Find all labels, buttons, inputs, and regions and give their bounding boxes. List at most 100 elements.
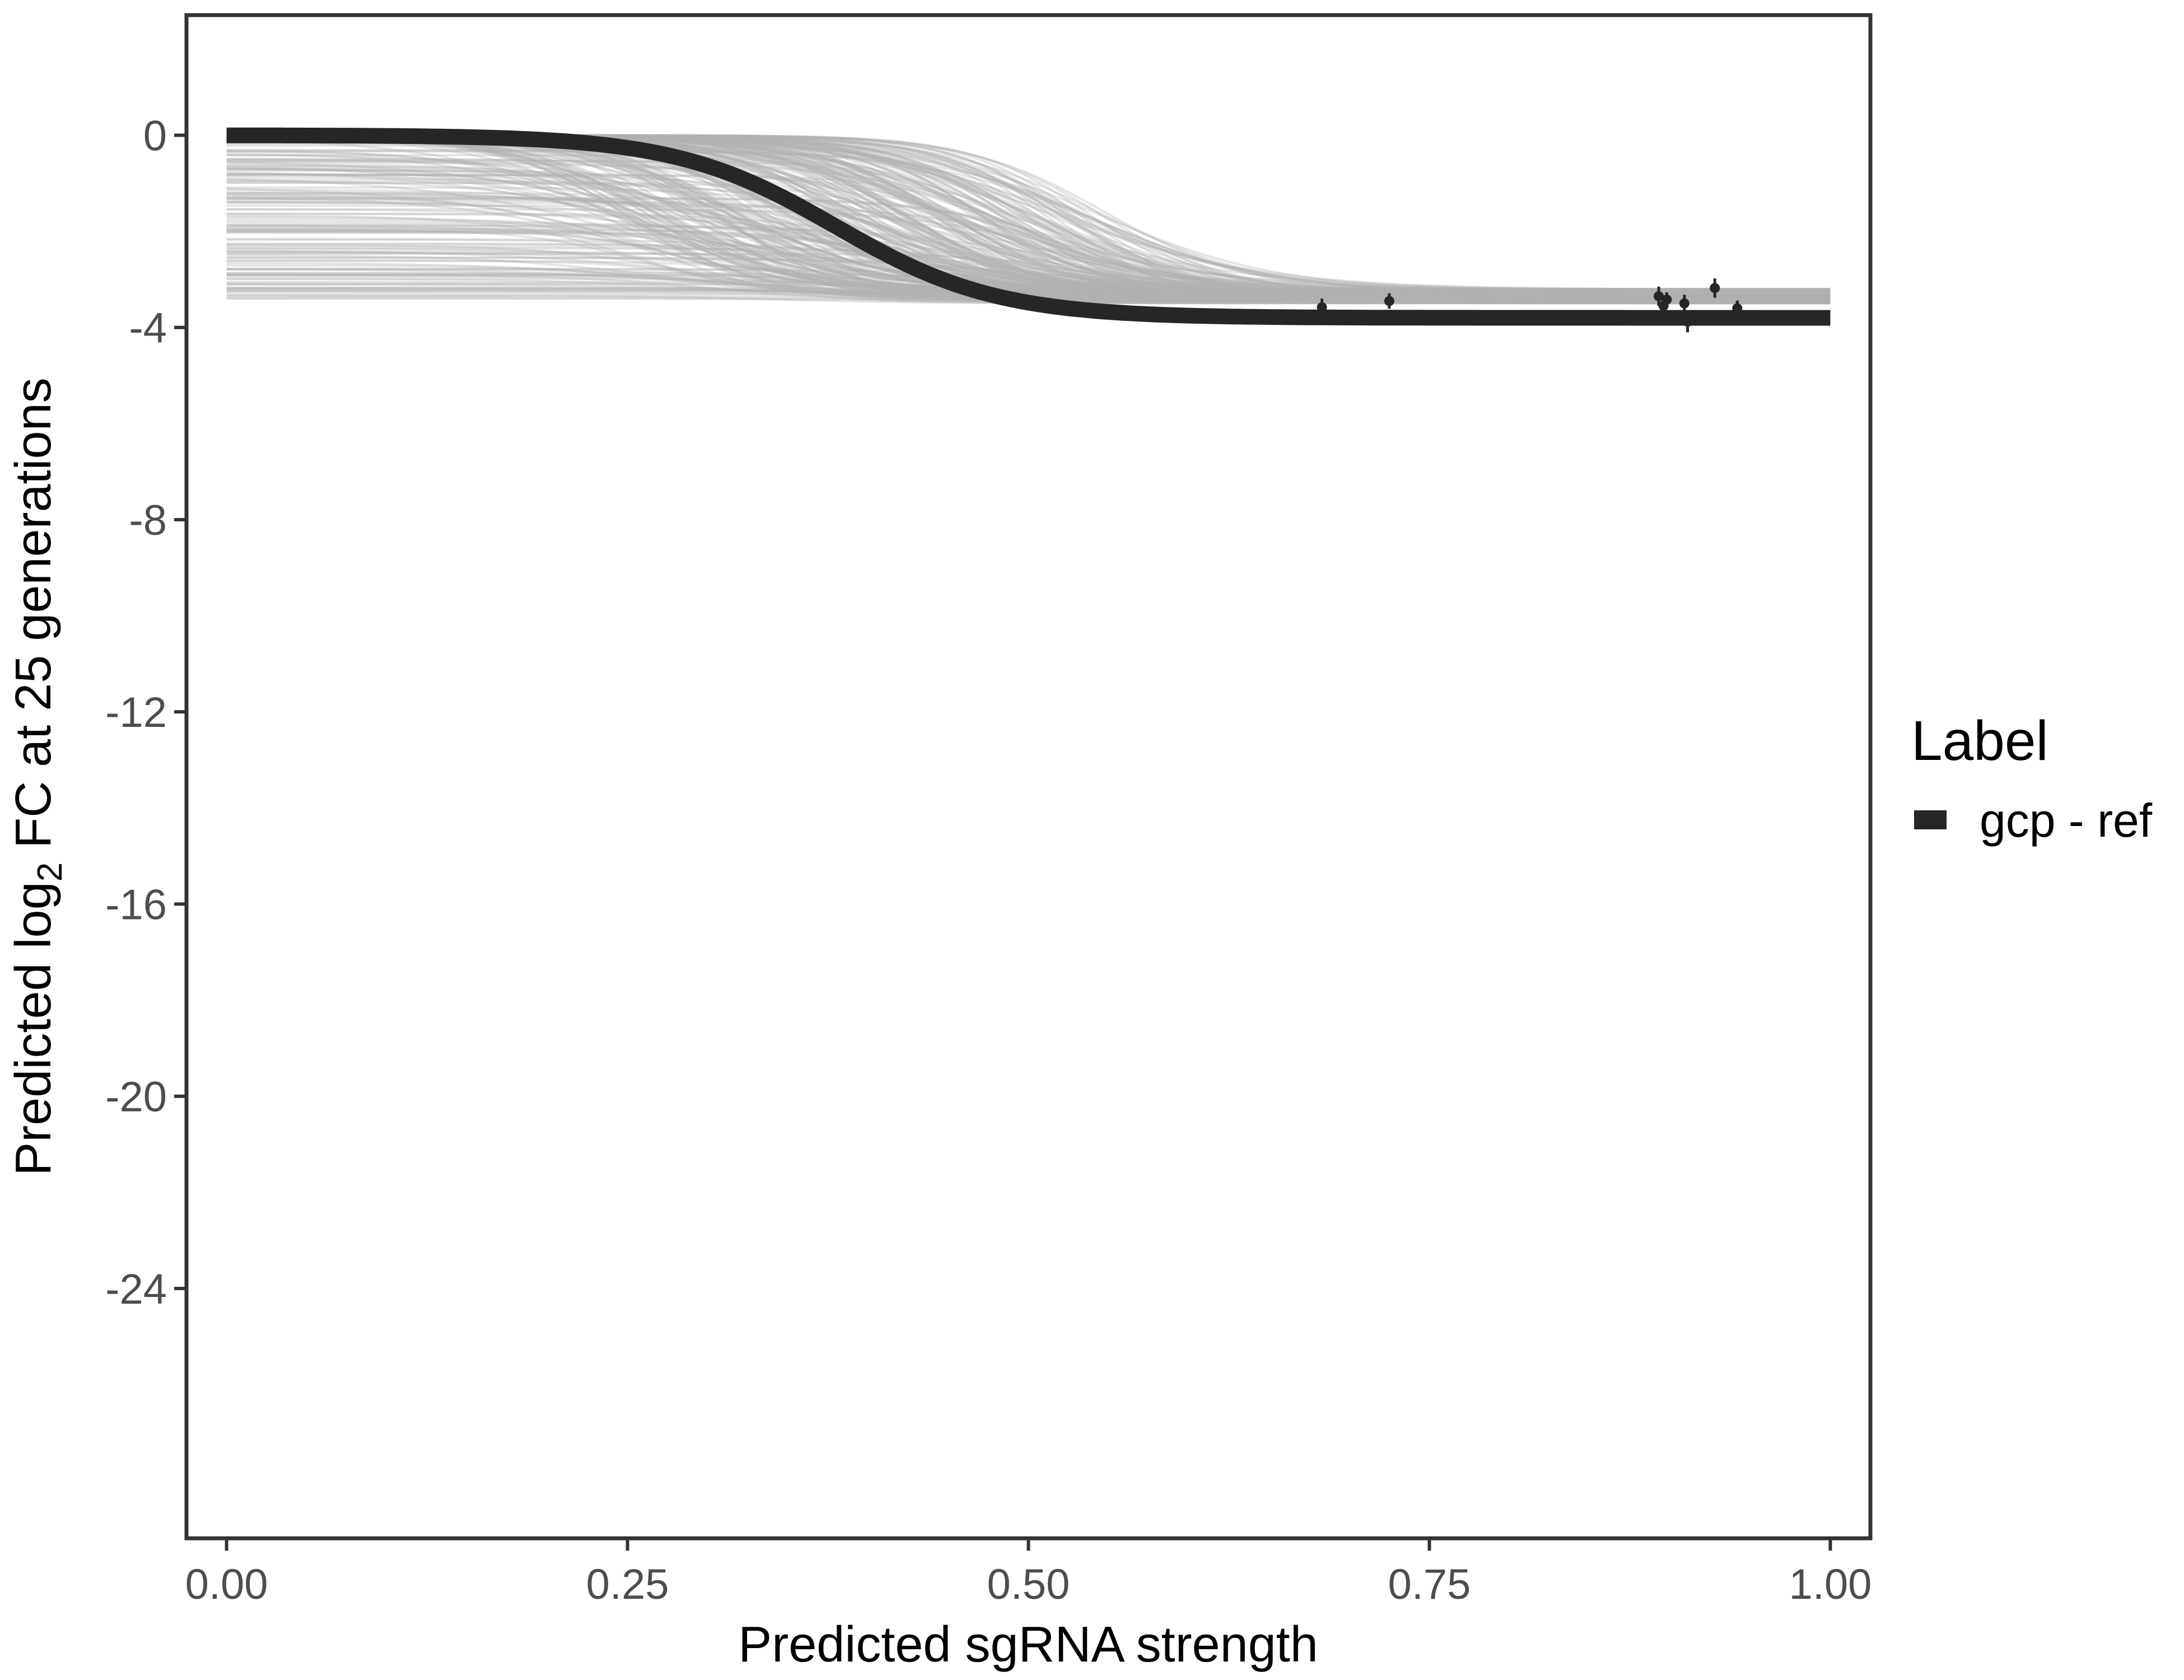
posterior-draw-line — [226, 161, 1831, 292]
posterior-draw-line — [226, 135, 1831, 295]
posterior-draw-line — [226, 277, 1831, 298]
data-point — [1682, 316, 1693, 327]
posterior-draw-line — [226, 286, 1831, 297]
posterior-draw-line — [226, 267, 1831, 292]
posterior-draw-line — [226, 231, 1831, 295]
data-point — [1653, 291, 1664, 301]
posterior-draw-line — [226, 208, 1831, 293]
posterior-draw-line — [226, 223, 1831, 305]
posterior-draw-line — [226, 135, 1831, 302]
posterior-draw-line — [226, 249, 1831, 296]
data-point — [1732, 303, 1743, 314]
posterior-draw-line — [226, 268, 1831, 294]
posterior-draw-line — [226, 281, 1831, 302]
posterior-draw-line — [226, 290, 1831, 295]
posterior-draw-line — [226, 135, 1831, 302]
posterior-draw-line — [226, 135, 1831, 295]
posterior-draw-line — [226, 150, 1831, 301]
y-tick-label: -24 — [105, 1266, 167, 1313]
posterior-draw-line — [226, 173, 1831, 298]
posterior-draw-line — [226, 167, 1831, 298]
posterior-draw-line — [226, 231, 1831, 296]
legend-title: Label — [1911, 710, 2048, 772]
posterior-draw-line — [226, 174, 1831, 295]
posterior-draw-line — [226, 256, 1831, 305]
y-axis-title: Predicted log2 FC at 25 generations — [6, 377, 69, 1175]
posterior-draw-line — [226, 157, 1831, 296]
posterior-draw-line — [226, 193, 1831, 298]
posterior-draw-line — [226, 229, 1831, 297]
posterior-draw-line — [226, 224, 1831, 298]
posterior-draw-line — [226, 150, 1831, 295]
posterior-draw-line — [226, 200, 1831, 294]
posterior-draw-line — [226, 197, 1831, 302]
posterior-draw-line — [226, 167, 1831, 295]
posterior-draw-line — [226, 134, 1831, 297]
posterior-draw-line — [226, 283, 1831, 292]
posterior-draw-line — [226, 282, 1831, 304]
posterior-draw-line — [226, 188, 1831, 294]
posterior-draw-line — [226, 137, 1831, 295]
y-axis: 0 -4 -8 -12 -16 -20 -24 — [105, 113, 185, 1313]
posterior-draw-line — [226, 194, 1831, 292]
posterior-draw-line — [226, 163, 1831, 293]
posterior-draw-line — [226, 188, 1831, 291]
posterior-draw-line — [226, 250, 1831, 296]
posterior-draw-line — [226, 181, 1831, 293]
y-tick-label: -12 — [105, 689, 167, 736]
posterior-draw-line — [226, 192, 1831, 300]
posterior-draw-line — [226, 160, 1831, 293]
posterior-draw-line — [226, 154, 1831, 292]
posterior-draw-line — [226, 181, 1831, 300]
y-tick-label: -16 — [105, 881, 167, 928]
posterior-draw-line — [226, 208, 1831, 297]
x-tick-label: 0.25 — [586, 1561, 669, 1608]
posterior-draw-line — [226, 250, 1831, 302]
y-tick-label: -8 — [129, 497, 167, 544]
posterior-draw-line — [226, 158, 1831, 300]
posterior-draw-line — [226, 135, 1831, 293]
posterior-draw-line — [226, 158, 1831, 296]
posterior-draw-line — [226, 245, 1831, 292]
posterior-draw-line — [226, 154, 1831, 294]
posterior-draw-line — [226, 213, 1831, 300]
posterior-draw-line — [226, 192, 1831, 298]
posterior-draw-line — [226, 273, 1831, 300]
posterior-draw-line — [226, 169, 1831, 303]
posterior-draw-line — [226, 275, 1831, 295]
posterior-draw-line — [226, 221, 1831, 293]
posterior-draw-line — [226, 227, 1831, 301]
x-axis: 0.00 0.25 0.50 0.75 1.00 — [185, 1540, 1872, 1608]
posterior-draw-line — [226, 218, 1831, 293]
posterior-draw-line — [226, 186, 1831, 293]
posterior-draw-line — [226, 161, 1831, 293]
y-tick-label: -20 — [105, 1074, 167, 1121]
posterior-draw-line — [226, 237, 1831, 291]
posterior-draw-line — [226, 274, 1831, 292]
posterior-draw-line — [226, 202, 1831, 301]
plot-panel-border — [184, 13, 1873, 1541]
posterior-draw-line — [226, 171, 1831, 291]
legend-label-gcp-ref: gcp - ref — [1980, 794, 2153, 847]
posterior-draw-line — [226, 201, 1831, 291]
legend: Label gcp - ref — [1911, 710, 2153, 847]
y-tick-label: -4 — [129, 305, 167, 352]
x-tick-label: 1.00 — [1789, 1561, 1872, 1608]
posterior-draw-line — [226, 144, 1831, 294]
main-curve-layer — [226, 127, 1831, 326]
posterior-draw-line — [226, 197, 1831, 295]
posterior-draw-line — [226, 135, 1831, 296]
posterior-draw-line — [226, 167, 1831, 293]
posterior-draw-line — [226, 196, 1831, 297]
posterior-draw-line — [226, 135, 1831, 296]
posterior-draw-line — [226, 253, 1831, 300]
data-point — [1384, 296, 1394, 306]
posterior-draw-line — [226, 256, 1831, 301]
posterior-draw-line — [226, 198, 1831, 293]
posterior-draw-line — [226, 239, 1831, 295]
posterior-draw-line — [226, 166, 1831, 293]
posterior-draw-line — [226, 134, 1831, 292]
posterior-draw-line — [226, 196, 1831, 293]
data-point — [1317, 302, 1327, 312]
